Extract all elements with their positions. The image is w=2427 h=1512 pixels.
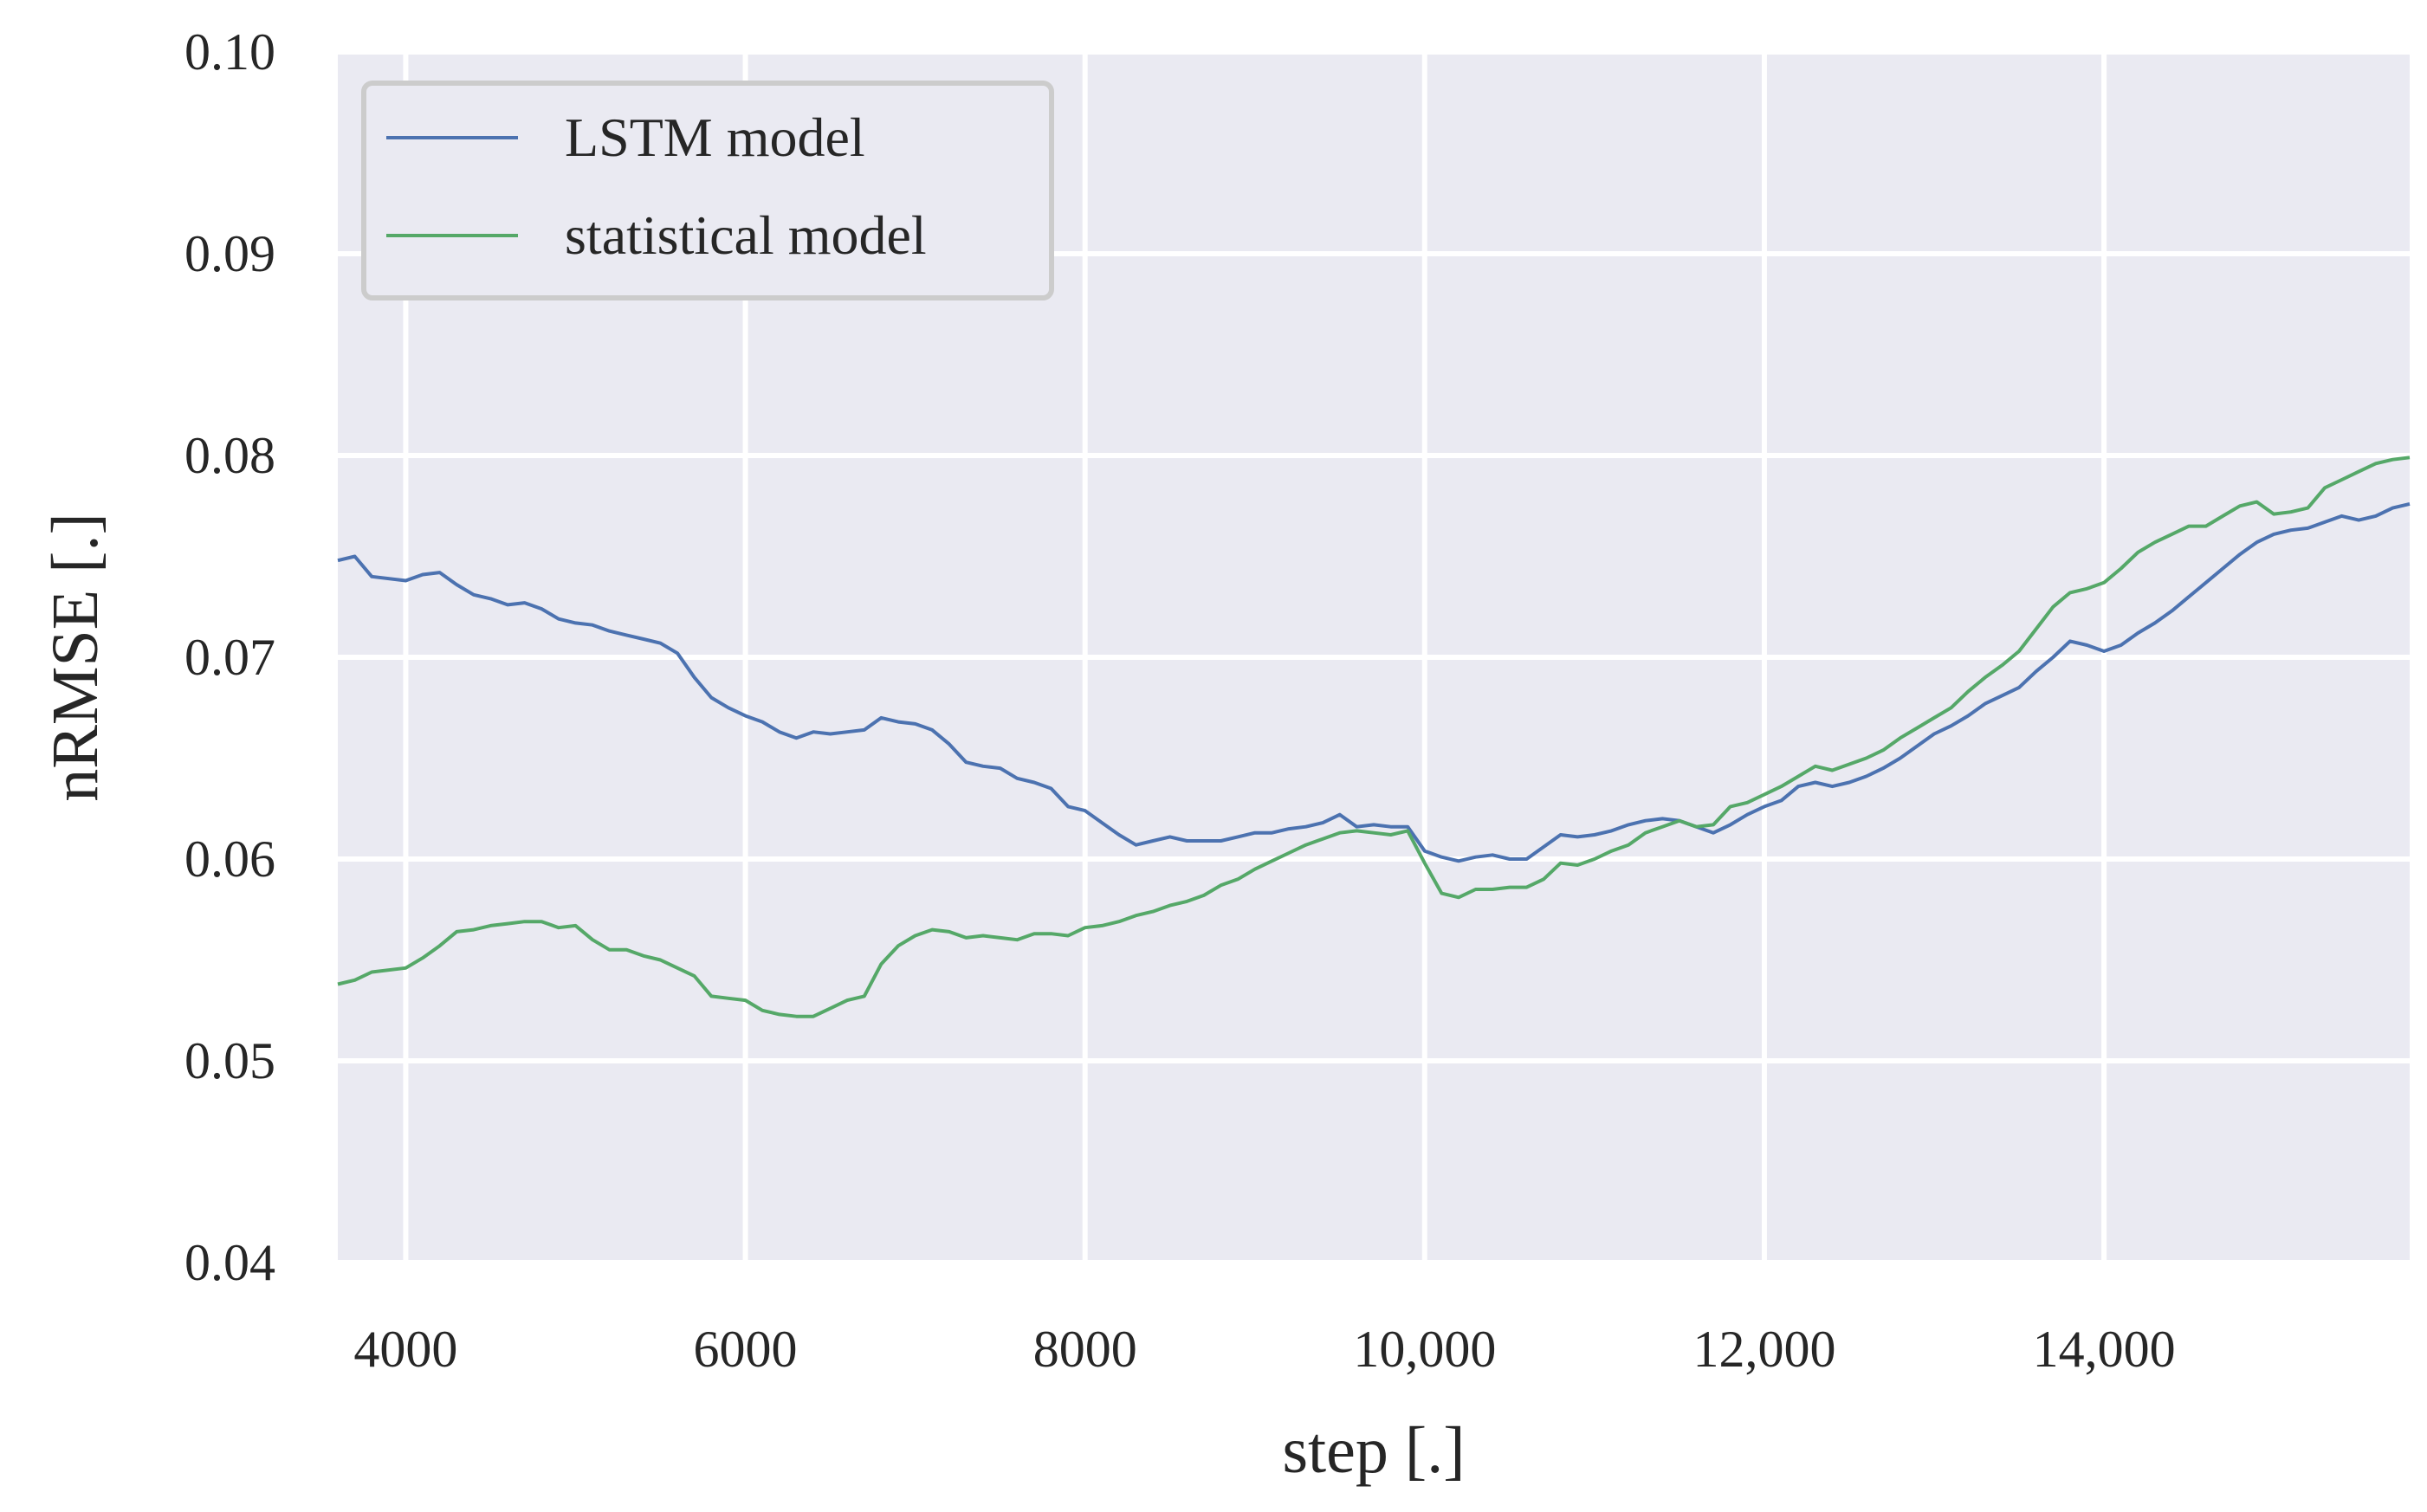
x-tick-label: 6000 [694,1321,798,1378]
legend-box [361,81,1054,300]
x-tick-label: 4000 [353,1321,457,1378]
y-axis-label: nRMSE [.] [39,513,112,802]
series-line-lstm-model [337,501,2411,863]
y-tick-labels: 0.04 0.05 0.06 0.07 0.08 0.09 0.10 [184,23,275,1291]
legend-label-lstm-model: LSTM model [565,107,865,168]
y-tick-label: 0.09 [184,225,275,282]
y-tick-label: 0.04 [184,1234,275,1291]
y-tick-label: 0.05 [184,1032,275,1089]
series-line-statistical-model [337,456,2411,1018]
x-tick-label: 8000 [1033,1321,1137,1378]
legend: LSTM model statistical model [361,81,1054,300]
x-tick-labels: 4000 6000 8000 10,000 12,000 14,000 [353,1321,2175,1378]
x-tick-label: 12,000 [1692,1321,1835,1378]
x-axis-label: step [.] [1282,1414,1465,1487]
y-tick-label: 0.07 [184,629,275,686]
x-tick-label: 14,000 [2033,1321,2176,1378]
series-lines [337,456,2411,1018]
x-tick-label: 10,000 [1353,1321,1496,1378]
y-tick-label: 0.08 [184,427,275,484]
y-tick-label: 0.10 [184,23,275,81]
legend-label-statistical-model: statistical model [565,204,927,266]
y-tick-label: 0.06 [184,830,275,888]
